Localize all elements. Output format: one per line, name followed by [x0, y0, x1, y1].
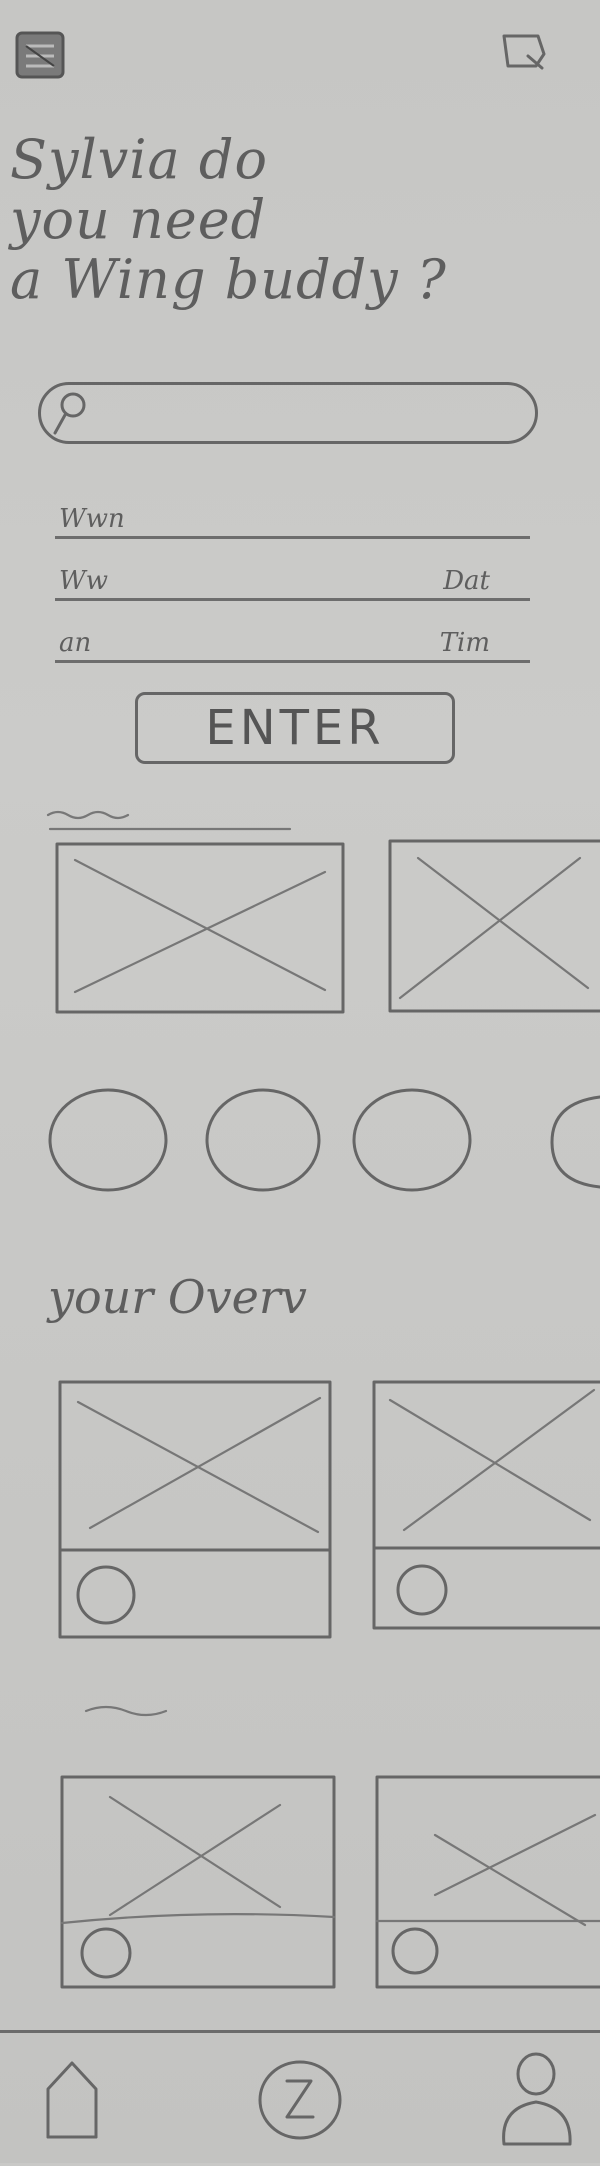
- form-label-time: an: [59, 628, 92, 658]
- form-row-time[interactable]: an Tim: [55, 624, 530, 663]
- profile-icon[interactable]: [490, 2052, 580, 2146]
- form-value-time: Tim: [439, 628, 490, 658]
- image-card[interactable]: [388, 838, 600, 1014]
- bottom-nav: [0, 2030, 600, 2166]
- notification-badge-icon[interactable]: [255, 2053, 345, 2143]
- image-card[interactable]: [55, 842, 345, 1014]
- list-card[interactable]: [60, 1775, 336, 1990]
- list-card[interactable]: [375, 1775, 600, 1990]
- title-line-2: you need: [10, 188, 267, 251]
- overview-heading: your Overv: [48, 1270, 307, 1324]
- form-row-what[interactable]: Wwn: [55, 500, 530, 539]
- search-icon: [49, 389, 93, 439]
- chat-icon[interactable]: [498, 28, 554, 78]
- avatar-row: [48, 1085, 600, 1195]
- form-label-where: Ww: [59, 566, 108, 596]
- title-line-1: Sylvia do: [10, 128, 268, 191]
- menu-icon[interactable]: [14, 30, 68, 80]
- home-icon[interactable]: [28, 2053, 118, 2143]
- overview-card[interactable]: [372, 1380, 600, 1630]
- section-divider: [82, 1695, 182, 1725]
- form-label-what: Wwn: [59, 504, 125, 534]
- title-line-3: a Wing buddy ?: [10, 248, 447, 311]
- overview-card[interactable]: [58, 1380, 333, 1640]
- section-divider: [42, 805, 302, 835]
- form-value-date: Dat: [443, 566, 490, 596]
- form-row-where[interactable]: Ww Dat: [55, 562, 530, 601]
- search-input[interactable]: [38, 382, 538, 444]
- page-title: Sylvia do you need a Wing buddy ?: [10, 130, 490, 310]
- enter-button[interactable]: ENTER: [135, 692, 455, 764]
